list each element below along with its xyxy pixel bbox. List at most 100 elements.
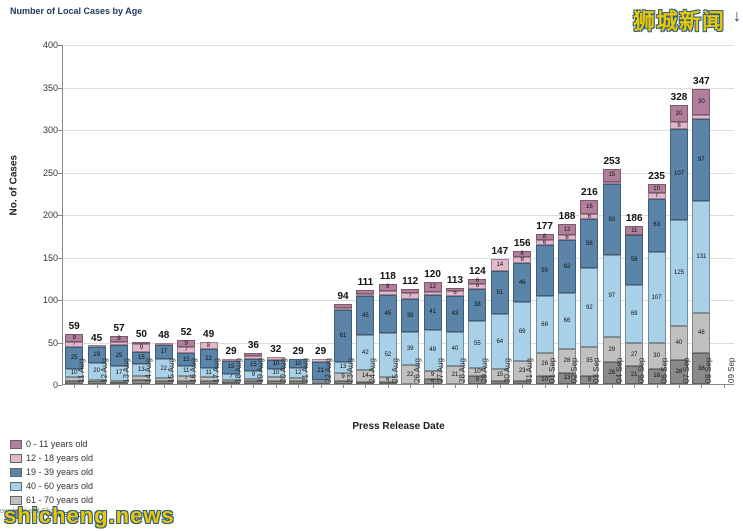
legend-swatch xyxy=(10,454,22,463)
bar-segment xyxy=(625,285,643,344)
x-tick-mark xyxy=(388,384,389,388)
bar-segment xyxy=(334,308,352,311)
bar-segment xyxy=(692,201,710,312)
y-tick-mark xyxy=(58,215,62,216)
x-tick-mark xyxy=(209,384,210,388)
x-tick-label: 08 Sep xyxy=(704,358,713,383)
bar-total-label: 45 xyxy=(88,333,106,344)
bar-segment xyxy=(177,340,195,348)
bar-segment xyxy=(356,290,374,294)
x-tick-label: 04 Sep xyxy=(615,358,624,383)
bar-segment xyxy=(65,342,83,348)
bar-segment xyxy=(356,296,374,334)
x-tick-label: 30 Aug xyxy=(503,358,512,383)
bar-total-label: 188 xyxy=(558,211,576,222)
bar-total-label: 52 xyxy=(177,327,195,338)
legend-swatch xyxy=(10,440,22,449)
bar-segment xyxy=(603,255,621,337)
x-tick-mark xyxy=(97,384,98,388)
y-tick-label: 400 xyxy=(36,40,58,50)
bar-total-label: 186 xyxy=(625,213,643,224)
bar-segment xyxy=(379,295,397,333)
bar-total-label: 29 xyxy=(289,346,307,357)
legend-label: 12 - 18 years old xyxy=(26,453,93,463)
bar-segment xyxy=(379,291,397,295)
bar-segment xyxy=(603,184,621,255)
bar-segment xyxy=(536,240,554,245)
bar-segment xyxy=(692,119,710,201)
bar-total-label: 147 xyxy=(491,246,509,257)
x-tick-label: 07 Sep xyxy=(682,358,691,383)
bar-total-label: 177 xyxy=(536,221,554,232)
bar-segment xyxy=(513,263,531,302)
watermark-top: 狮城新闻 xyxy=(633,4,725,36)
x-tick-mark xyxy=(545,384,546,388)
bar-segment xyxy=(692,313,710,354)
bar-segment xyxy=(580,219,598,268)
y-tick-mark xyxy=(58,130,62,131)
x-tick-mark xyxy=(567,384,568,388)
x-tick-mark xyxy=(321,384,322,388)
bar-total-label: 120 xyxy=(424,269,442,280)
bar-segment xyxy=(692,89,710,115)
bar-segment xyxy=(244,353,262,356)
bar-segment xyxy=(334,310,352,362)
bar-total-label: 216 xyxy=(580,187,598,198)
download-icon[interactable]: ↓ xyxy=(733,8,741,26)
bar-segment xyxy=(580,268,598,346)
bar-segment xyxy=(670,105,688,122)
legend-swatch xyxy=(10,468,22,477)
gridline xyxy=(63,173,734,174)
bar-total-label: 328 xyxy=(670,92,688,103)
bar-segment xyxy=(132,342,150,345)
x-tick-label: 17 Aug xyxy=(212,358,221,383)
y-tick-mark xyxy=(58,173,62,174)
bar-segment xyxy=(110,342,128,345)
legend-item: 0 - 11 years old xyxy=(10,438,93,450)
bar-segment xyxy=(536,234,554,241)
bar-segment xyxy=(692,115,710,119)
bar-segment xyxy=(648,199,666,253)
bar-total-label: 32 xyxy=(267,344,285,355)
bar-segment xyxy=(513,257,531,264)
bar-segment xyxy=(603,169,621,182)
x-tick-mark xyxy=(74,384,75,388)
bar-total-label: 59 xyxy=(65,321,83,332)
legend-label: 0 - 11 years old xyxy=(26,439,87,449)
x-tick-mark xyxy=(679,384,680,388)
plot-area: Press Release Date 1025795911 Aug2019451… xyxy=(62,45,734,385)
bar-segment xyxy=(468,289,486,321)
bar-total-label: 118 xyxy=(379,271,397,282)
bar-segment xyxy=(65,334,83,342)
y-tick-label: 300 xyxy=(36,125,58,135)
x-tick-mark xyxy=(119,384,120,388)
legend-item: 19 - 39 years old xyxy=(10,466,93,478)
x-tick-label: 25 Aug xyxy=(391,358,400,383)
bar-segment xyxy=(424,282,442,292)
x-tick-mark xyxy=(343,384,344,388)
bar-segment xyxy=(177,347,195,353)
bar-segment xyxy=(625,226,643,235)
x-tick-label: 14 Aug xyxy=(144,358,153,383)
legend-item: 40 - 60 years old xyxy=(10,480,93,492)
bar-segment xyxy=(401,299,419,332)
bar-segment xyxy=(558,235,576,240)
y-tick-label: 0 xyxy=(36,380,58,390)
x-axis-label: Press Release Date xyxy=(352,421,444,432)
bar-segment xyxy=(603,182,621,185)
bar-segment xyxy=(110,336,128,343)
bar-total-label: 36 xyxy=(244,340,262,351)
x-tick-mark xyxy=(477,384,478,388)
x-tick-mark xyxy=(634,384,635,388)
legend-label: 19 - 39 years old xyxy=(26,467,93,477)
bar-segment xyxy=(580,214,598,219)
bar-segment xyxy=(558,293,576,349)
bar-segment xyxy=(200,342,218,349)
x-tick-mark xyxy=(612,384,613,388)
bar-total-label: 113 xyxy=(446,275,464,286)
bar-segment xyxy=(446,291,464,296)
x-tick-mark xyxy=(164,384,165,388)
bar-segment xyxy=(670,220,688,326)
x-tick-label: 23 Aug xyxy=(346,358,355,383)
x-tick-mark xyxy=(589,384,590,388)
